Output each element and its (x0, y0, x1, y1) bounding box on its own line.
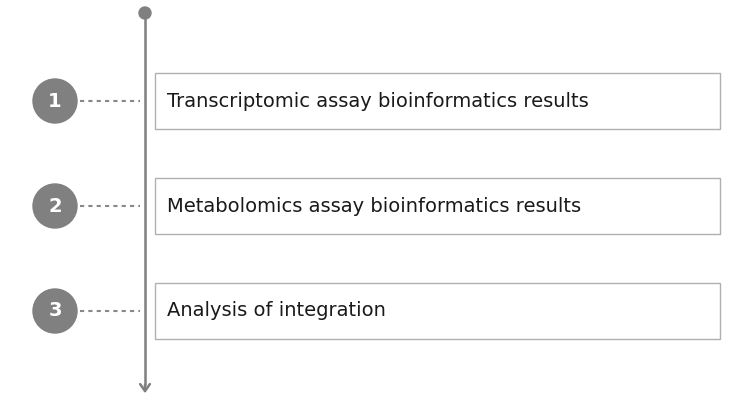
Circle shape (33, 79, 77, 123)
Text: 1: 1 (48, 92, 62, 111)
Text: Metabolomics assay bioinformatics results: Metabolomics assay bioinformatics result… (167, 196, 581, 215)
Circle shape (33, 184, 77, 228)
Text: 3: 3 (48, 302, 62, 321)
Text: 2: 2 (48, 196, 62, 215)
Bar (155, 283, 720, 339)
Bar (155, 178, 720, 234)
Text: Analysis of integration: Analysis of integration (167, 302, 386, 321)
Bar (155, 73, 720, 129)
Text: Transcriptomic assay bioinformatics results: Transcriptomic assay bioinformatics resu… (167, 92, 589, 111)
Circle shape (33, 289, 77, 333)
Circle shape (139, 7, 151, 19)
